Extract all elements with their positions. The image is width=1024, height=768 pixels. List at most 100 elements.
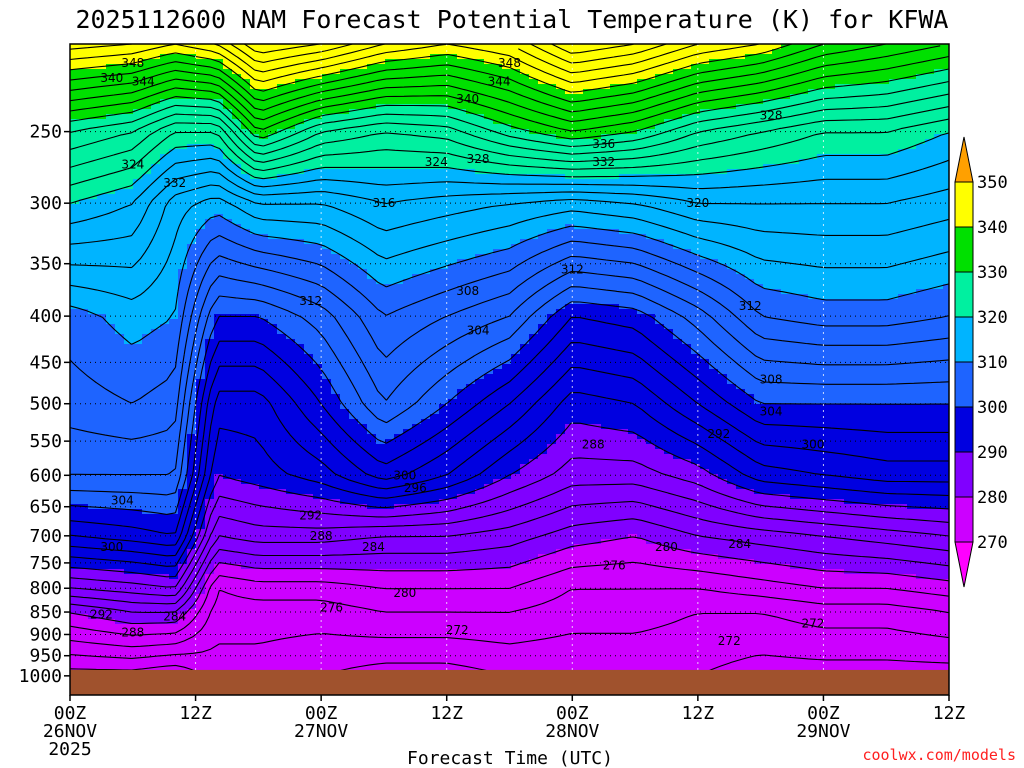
theta-cell	[196, 204, 206, 210]
theta-cell	[106, 44, 116, 50]
theta-cell	[223, 129, 233, 135]
theta-cell	[232, 439, 242, 445]
theta-cell	[385, 494, 395, 500]
theta-cell	[367, 559, 377, 565]
theta-cell	[304, 204, 314, 210]
theta-cell	[259, 464, 269, 470]
theta-cell	[133, 574, 143, 580]
theta-cell	[232, 254, 242, 260]
theta-cell	[304, 639, 314, 645]
theta-cell	[70, 344, 80, 350]
theta-cell	[331, 149, 341, 155]
theta-cell	[79, 189, 89, 195]
theta-cell	[142, 459, 152, 465]
theta-cell	[124, 289, 134, 295]
theta-cell	[133, 249, 143, 255]
theta-cell	[358, 269, 368, 275]
theta-cell	[205, 144, 215, 150]
theta-cell	[304, 329, 314, 335]
theta-cell	[70, 504, 80, 510]
theta-cell	[268, 569, 278, 575]
theta-cell	[250, 244, 260, 250]
theta-cell	[151, 279, 161, 285]
theta-cell	[304, 184, 314, 190]
theta-cell	[70, 299, 80, 305]
theta-cell	[313, 604, 323, 610]
theta-cell	[295, 339, 305, 345]
theta-cell	[376, 499, 386, 505]
theta-cell	[223, 339, 233, 345]
theta-cell	[124, 604, 134, 610]
theta-cell	[340, 524, 350, 530]
theta-cell	[358, 174, 368, 180]
theta-cell	[79, 114, 89, 120]
theta-cell	[394, 314, 404, 320]
theta-cell	[331, 529, 341, 535]
theta-cell	[214, 519, 224, 525]
theta-cell	[376, 374, 386, 380]
theta-cell	[124, 509, 134, 515]
theta-cell	[268, 564, 278, 570]
theta-cell	[286, 244, 296, 250]
theta-cell	[124, 389, 134, 395]
theta-cell	[187, 289, 197, 295]
theta-cell	[376, 484, 386, 490]
theta-cell	[214, 384, 224, 390]
theta-cell	[313, 109, 323, 115]
theta-cell	[115, 324, 125, 330]
theta-cell	[268, 479, 278, 485]
theta-cell	[205, 589, 215, 595]
theta-cell	[232, 474, 242, 480]
theta-cell	[313, 229, 323, 235]
theta-cell	[133, 324, 143, 330]
theta-cell	[295, 184, 305, 190]
theta-cell	[70, 514, 80, 520]
theta-cell	[79, 634, 89, 640]
theta-cell	[322, 504, 332, 510]
theta-cell	[250, 284, 260, 290]
theta-cell	[304, 319, 314, 325]
theta-cell	[223, 404, 233, 410]
theta-cell	[403, 549, 413, 555]
theta-cell	[160, 159, 170, 165]
theta-cell	[322, 354, 332, 360]
theta-cell	[241, 49, 251, 55]
theta-cell	[277, 569, 287, 575]
theta-cell	[133, 569, 143, 575]
theta-cell	[394, 214, 404, 220]
theta-cell	[403, 394, 413, 400]
theta-cell	[205, 109, 215, 115]
theta-cell	[88, 599, 98, 605]
theta-cell	[142, 624, 152, 630]
theta-cell	[124, 479, 134, 485]
theta-cell	[232, 564, 242, 570]
theta-cell	[169, 104, 179, 110]
theta-cell	[277, 129, 287, 135]
theta-cell	[277, 314, 287, 320]
theta-cell	[349, 659, 359, 665]
theta-cell	[124, 89, 134, 95]
theta-cell	[394, 59, 404, 65]
theta-cell	[322, 54, 332, 60]
theta-cell	[205, 204, 215, 210]
theta-cell	[268, 584, 278, 590]
theta-cell	[223, 264, 233, 270]
theta-cell	[286, 159, 296, 165]
theta-cell	[367, 664, 377, 670]
theta-cell	[79, 574, 89, 580]
theta-cell	[187, 254, 197, 260]
theta-cell	[151, 214, 161, 220]
theta-cell	[331, 639, 341, 645]
theta-cell	[178, 559, 188, 565]
theta-cell	[259, 584, 269, 590]
theta-cell	[124, 394, 134, 400]
theta-cell	[277, 389, 287, 395]
theta-cell	[97, 89, 107, 95]
theta-cell	[187, 374, 197, 380]
theta-cell	[367, 224, 377, 230]
theta-cell	[250, 394, 260, 400]
theta-cell	[394, 269, 404, 275]
theta-cell	[331, 554, 341, 560]
theta-cell	[79, 129, 89, 135]
theta-cell	[376, 554, 386, 560]
